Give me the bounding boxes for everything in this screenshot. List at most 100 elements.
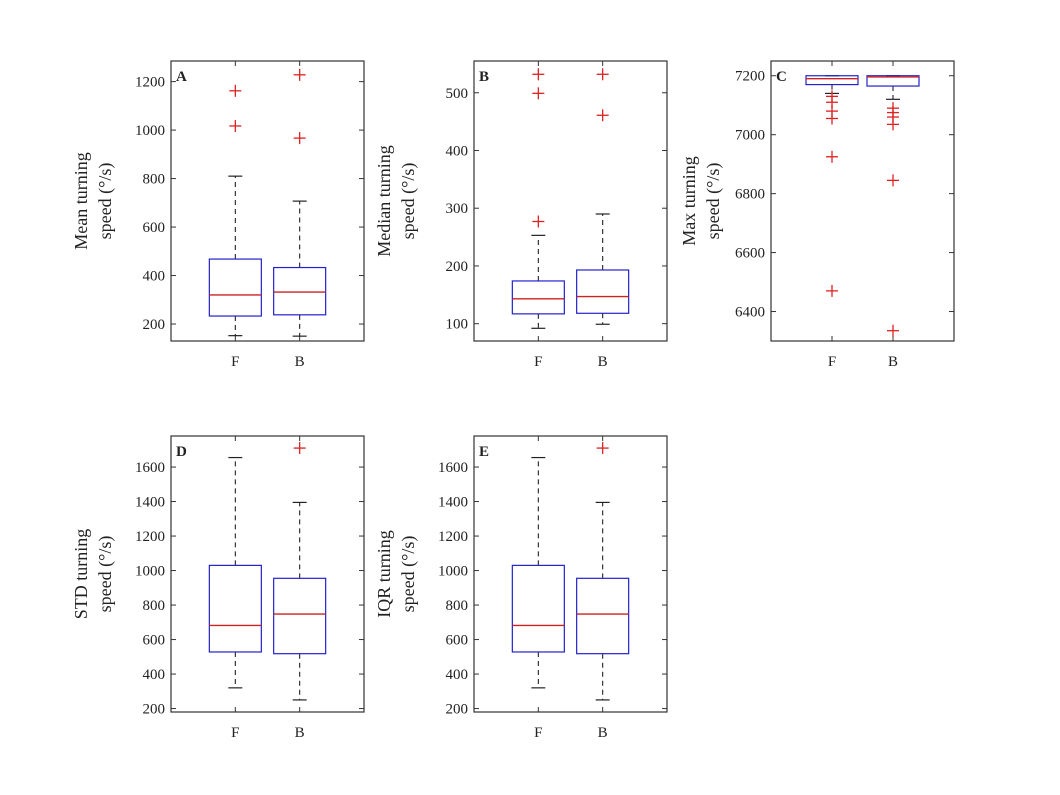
y-tick-label: 400 [143, 667, 166, 683]
y-tick-label: 300 [446, 201, 469, 217]
outlier-marker [826, 112, 838, 125]
iqr-box [866, 75, 920, 87]
y-axis-title-line2: speed (°/s) [398, 536, 419, 613]
iqr-box [576, 577, 630, 655]
y-tick-label: 400 [446, 667, 469, 683]
panel-letter: A [176, 69, 187, 85]
y-axis-title-line2: speed (°/s) [95, 536, 116, 613]
y-tick-label: 200 [446, 702, 469, 718]
y-tick-label: 600 [446, 633, 469, 649]
outlier-marker [293, 132, 306, 145]
x-tick-label: B [888, 354, 898, 370]
panel-letter: B [479, 69, 489, 85]
y-tick-label: 1000 [135, 123, 165, 139]
y-tick-label: 400 [143, 269, 166, 285]
iqr-box [208, 564, 262, 653]
y-tick-label: 1000 [135, 564, 165, 580]
outlier-marker [532, 215, 545, 228]
plot-frame [473, 60, 668, 342]
outlier-marker [887, 174, 899, 187]
box-f [511, 68, 565, 329]
panel-b: 100 200 300 400 500 Median turning speed (°/s)… [374, 60, 668, 370]
outlier-marker [293, 442, 306, 455]
y-tick-label: 800 [143, 172, 166, 188]
box-b [576, 68, 630, 325]
y-tick-label: 200 [143, 702, 166, 718]
y-axis-title-line2: speed (°/s) [95, 163, 116, 240]
y-tick-label: 1400 [438, 495, 468, 511]
outlier-marker [293, 68, 306, 81]
outlier-marker [596, 442, 609, 455]
y-tick-label: 1600 [135, 460, 165, 476]
plot-frame [170, 60, 365, 342]
y-axis-title-line1: Mean turning [71, 152, 91, 249]
x-tick-label: B [295, 354, 305, 370]
y-tick-label: 1000 [438, 564, 468, 580]
outlier-marker [532, 87, 545, 100]
y-tick-label: 1200 [438, 529, 468, 545]
y-tick-label: 1400 [135, 495, 165, 511]
iqr-box [511, 280, 565, 315]
y-tick-label: 800 [446, 598, 469, 614]
x-tick-label: B [295, 725, 305, 741]
panel-e: 200 400 600 800 1000 1200 1400 1600 IQR turning s… [374, 435, 668, 741]
y-tick-label: 800 [143, 598, 166, 614]
y-axis-title-line2: speed (°/s) [703, 163, 724, 240]
x-tick-label: F [534, 354, 542, 370]
y-tick-label: 600 [143, 220, 166, 236]
box-b [866, 75, 920, 337]
outlier-marker [229, 119, 242, 132]
x-tick-label: B [598, 725, 608, 741]
y-tick-label: 6800 [735, 187, 765, 203]
y-tick-label: 400 [446, 143, 469, 159]
x-tick-label: F [231, 354, 239, 370]
panel-letter: D [176, 444, 187, 460]
x-tick-label: F [231, 725, 239, 741]
y-tick-label: 7200 [735, 69, 765, 85]
plot-frame [170, 435, 365, 713]
panel-a: 200 400 600 800 1000 1200 Mean turning speed (°… [71, 60, 365, 370]
y-tick-label: 1600 [438, 460, 468, 476]
box-f [208, 84, 262, 337]
outlier-marker [887, 118, 899, 131]
outlier-marker [826, 150, 838, 163]
x-tick-label: F [534, 725, 542, 741]
iqr-box [511, 564, 565, 653]
y-axis-title-line1: Max turning [679, 156, 699, 246]
outlier-marker [532, 68, 545, 81]
y-tick-label: 6400 [735, 305, 765, 321]
outlier-marker [596, 109, 609, 122]
iqr-box [576, 269, 630, 314]
panel-letter: E [479, 444, 489, 460]
plot-frame [770, 60, 955, 342]
box-b [273, 68, 327, 337]
plot-frame [473, 435, 668, 713]
iqr-box [208, 258, 262, 317]
x-tick-label: F [828, 354, 836, 370]
y-axis-title-line1: Median turning [374, 145, 394, 256]
outlier-marker [887, 324, 899, 337]
y-axis-title-line1: IQR turning [374, 530, 394, 618]
y-tick-label: 200 [143, 317, 166, 333]
iqr-box [273, 266, 327, 316]
x-tick-label: B [598, 354, 608, 370]
iqr-box [805, 75, 859, 86]
y-tick-label: 600 [143, 633, 166, 649]
box-f [805, 75, 859, 297]
outlier-marker [229, 84, 242, 97]
panel-letter: C [776, 69, 787, 85]
box-b [576, 442, 630, 701]
y-tick-label: 200 [446, 259, 469, 275]
y-axis-title-line1: STD turning [71, 529, 91, 620]
y-tick-label: 1200 [135, 529, 165, 545]
outlier-marker [596, 68, 609, 81]
y-tick-label: 7000 [735, 128, 765, 144]
y-tick-label: 500 [446, 86, 469, 102]
y-tick-label: 6600 [735, 246, 765, 262]
iqr-box [273, 577, 327, 655]
box-b [273, 442, 327, 701]
panel-d: 200 400 600 800 1000 1200 1400 1600 STD turning s… [71, 435, 365, 741]
y-tick-label: 1200 [135, 75, 165, 91]
box-f [208, 456, 262, 689]
